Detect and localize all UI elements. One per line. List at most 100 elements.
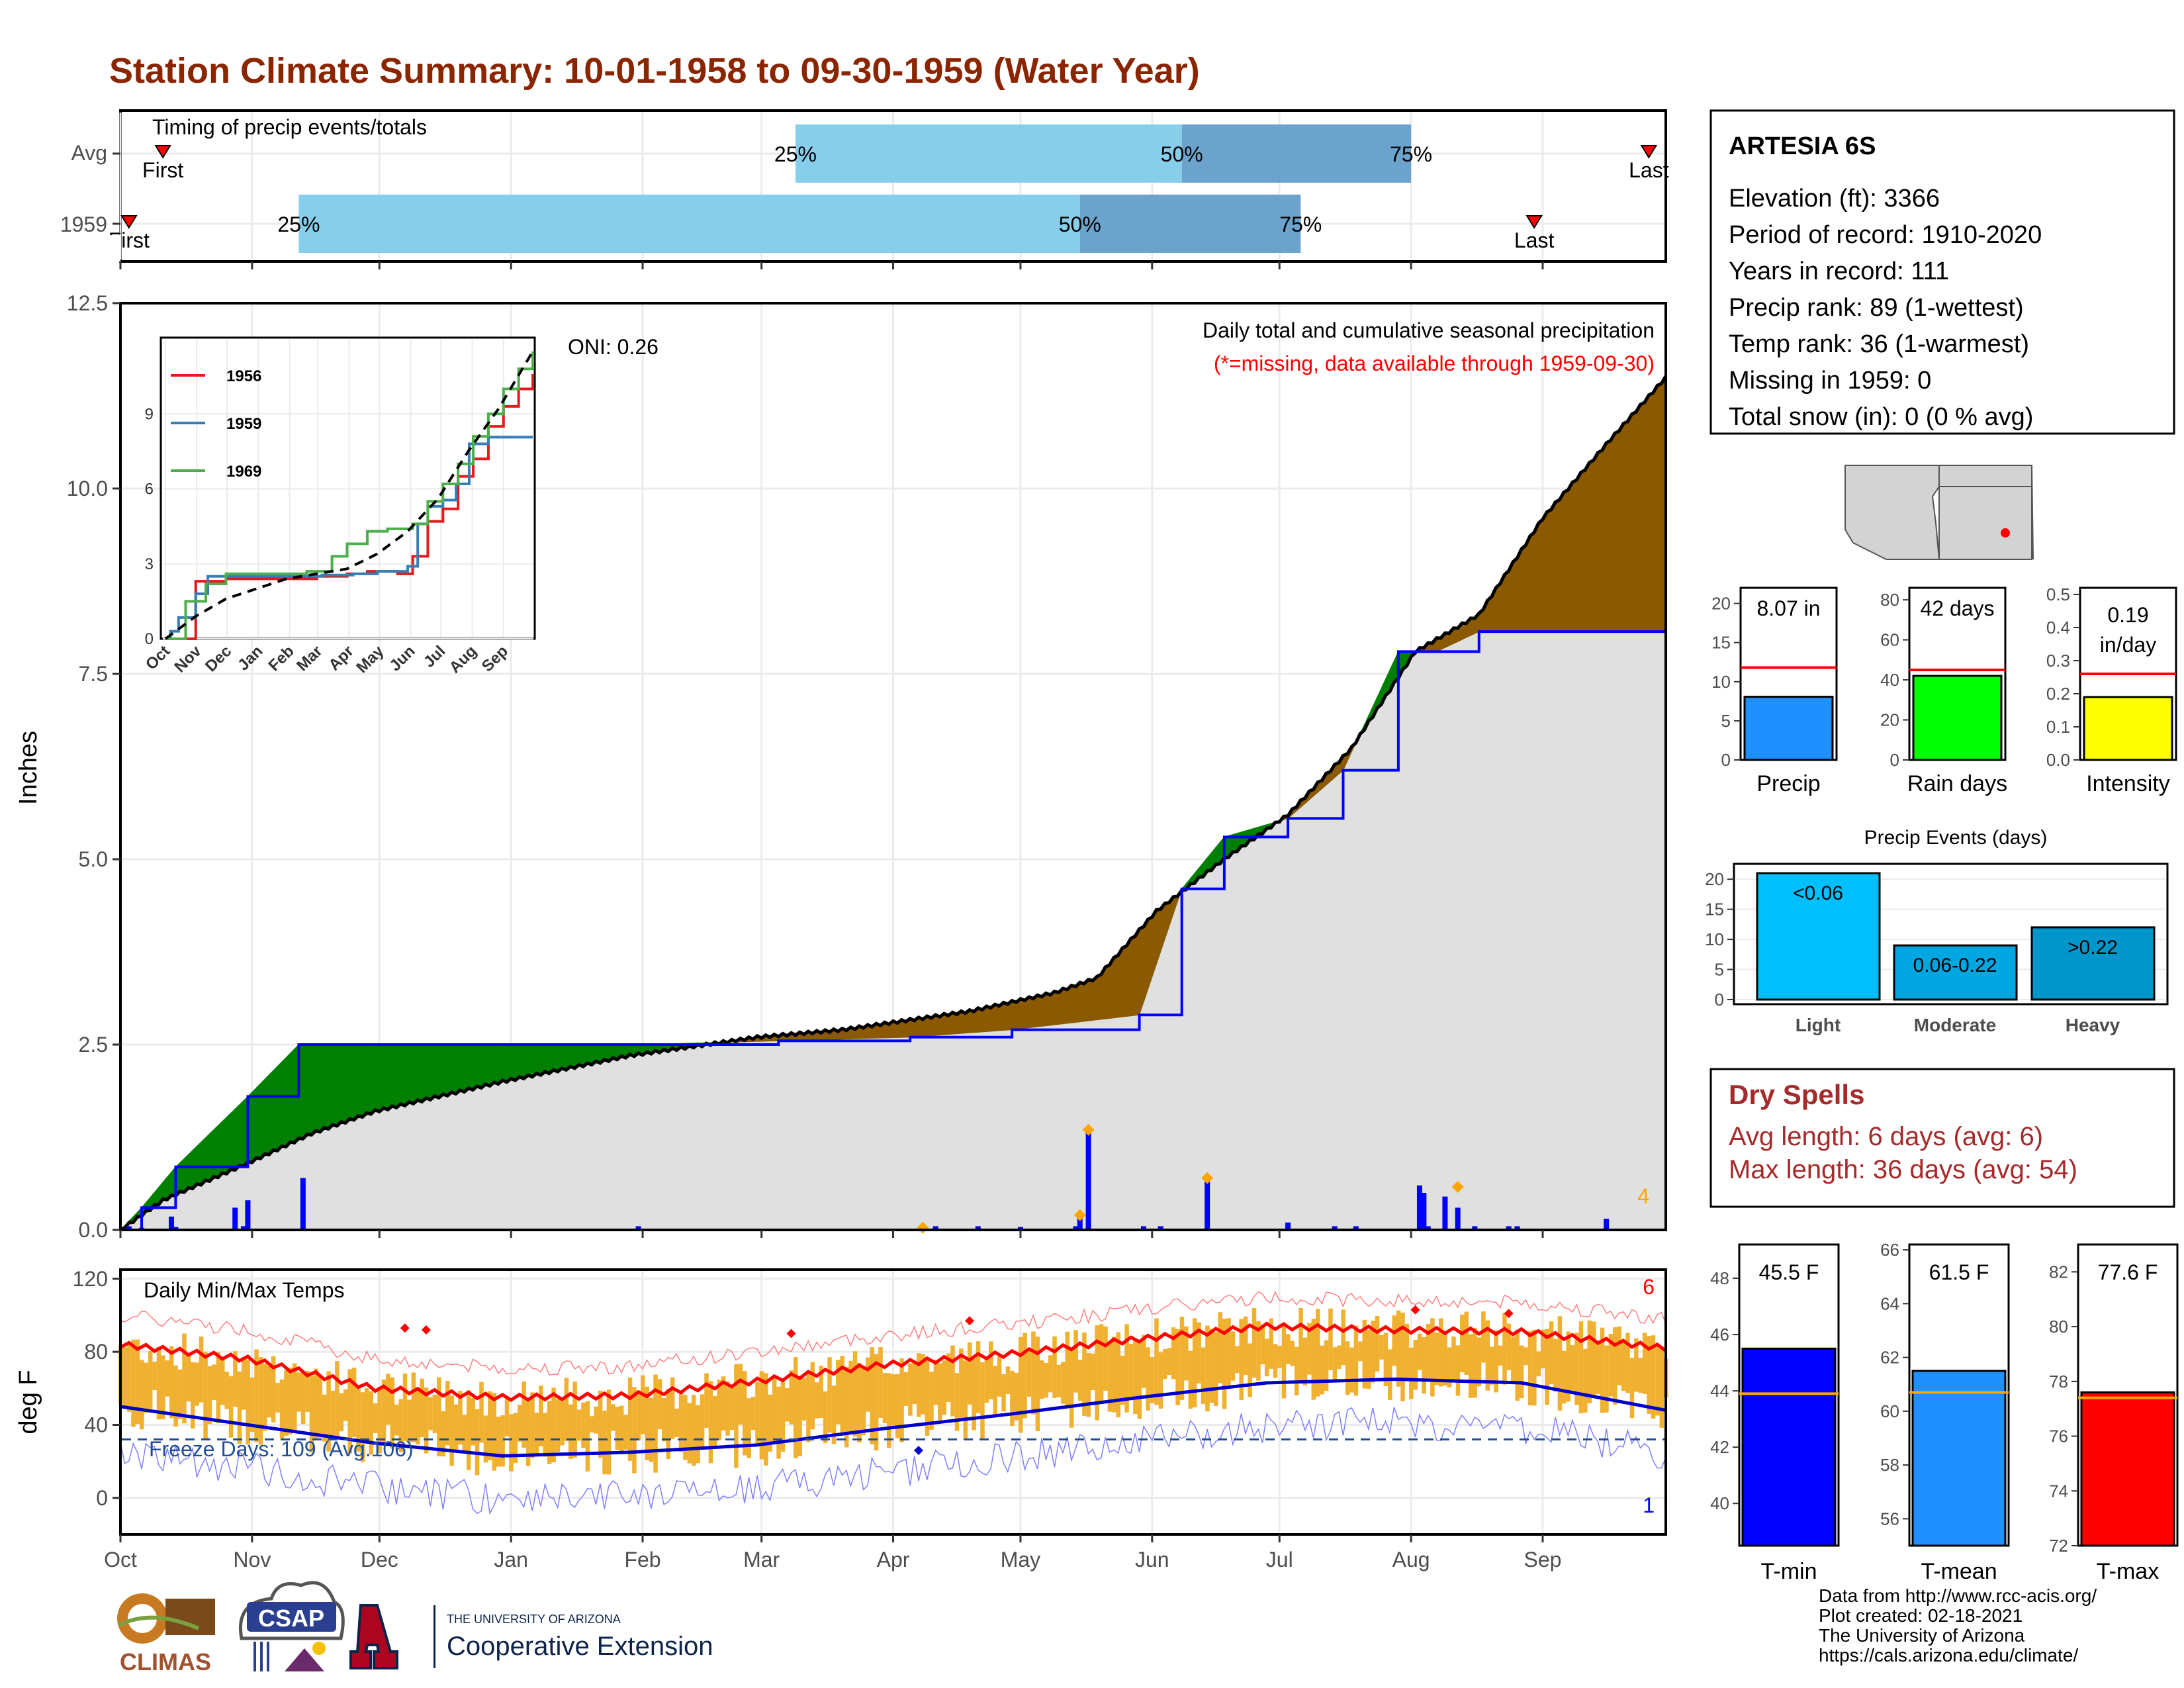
- daily-temp-bar: [989, 1341, 993, 1399]
- daily-temp-bar: [250, 1378, 255, 1432]
- credit-line: Data from http://www.rcc-acis.org/: [1819, 1585, 2097, 1606]
- daily-temp-bar: [1298, 1307, 1303, 1382]
- daily-temp-bar: [1430, 1318, 1435, 1397]
- daily-temp-bar: [649, 1397, 654, 1462]
- daily-temp-bar: [1040, 1360, 1044, 1399]
- daily-temp-bar: [144, 1362, 148, 1413]
- daily-temp-bar: [424, 1387, 429, 1454]
- daily-temp-bar: [530, 1392, 535, 1458]
- mini-bar-precip: 0 5 10 15 20 8.07 in Precip: [1711, 586, 1838, 796]
- daily-temp-bar: [1031, 1331, 1036, 1415]
- wy1959-cumulative-line: [120, 630, 1666, 1231]
- daily-temp-bar: [488, 1391, 492, 1461]
- events-tick-label: 15: [1705, 900, 1724, 919]
- daily-temp-bar: [279, 1379, 285, 1438]
- daily-temp-bar: [810, 1362, 815, 1430]
- temp-bar-t-mean: 56 58 60 62 64 66 61.5 F T-mean: [1880, 1240, 2010, 1584]
- daily-temp-bar: [878, 1346, 883, 1418]
- daily-temp-bar: [462, 1415, 467, 1453]
- mini-bar-tick-label: 20: [1711, 594, 1731, 614]
- daily-temp-bar: [1010, 1370, 1015, 1427]
- daily-temp-bar: [1566, 1331, 1570, 1402]
- daily-temp-bar: [411, 1372, 416, 1442]
- precip-ytick-label: 2.5: [79, 1033, 108, 1056]
- daily-temp-bar: [696, 1405, 700, 1464]
- timing-pct-label: 25%: [277, 212, 320, 236]
- temp-bar-tick-label: 58: [1880, 1455, 1899, 1475]
- timing-bar-25-50: [298, 195, 1080, 253]
- daily-temp-bar: [1524, 1347, 1528, 1366]
- record-max-line: [120, 1290, 1666, 1376]
- daily-temp-bar: [725, 1381, 730, 1436]
- daily-temp-bar: [1651, 1335, 1656, 1419]
- daily-temp-bar: [1634, 1338, 1639, 1392]
- daily-temp-bar: [1328, 1308, 1333, 1370]
- daily-temp-bar: [551, 1387, 556, 1463]
- daily-temp-bar: [339, 1393, 344, 1432]
- daily-temp-bar: [1545, 1329, 1549, 1405]
- daily-temp-bar: [645, 1386, 649, 1460]
- ua-logo-line1: THE UNIVERSITY OF ARIZONA: [447, 1613, 621, 1626]
- month-label: Jun: [1135, 1548, 1169, 1571]
- daily-temp-bar: [1023, 1333, 1027, 1419]
- oni-label: ONI: 0.26: [568, 335, 659, 359]
- daily-temp-bar: [318, 1376, 322, 1438]
- daily-temp-bar: [539, 1385, 543, 1446]
- daily-temp-bar: [1434, 1333, 1439, 1385]
- daily-temp-bar: [1273, 1344, 1278, 1378]
- daily-temp-bar: [1502, 1313, 1507, 1385]
- daily-temp-bar: [369, 1391, 373, 1455]
- daily-temp-bar: [496, 1417, 501, 1467]
- daily-temp-bar: [1578, 1321, 1584, 1414]
- daily-temp-bar: [1179, 1317, 1185, 1401]
- daily-temp-bar: [1553, 1338, 1558, 1392]
- daily-temp-bar: [216, 1352, 221, 1423]
- daily-temp-bar: [793, 1357, 798, 1458]
- daily-precip-bar: [1506, 1226, 1512, 1230]
- daily-temp-bar: [126, 1342, 132, 1412]
- daily-temp-bar: [309, 1376, 314, 1453]
- daily-temp-bar: [1574, 1333, 1579, 1405]
- timing-row-1959-label: 1959: [60, 212, 107, 236]
- month-label: Jan: [494, 1548, 528, 1571]
- daily-temp-bar: [386, 1374, 390, 1425]
- daily-temp-bar: [1642, 1333, 1647, 1394]
- daily-temp-bar: [632, 1387, 637, 1474]
- precip-event-bar-moderate: [1893, 944, 2018, 1001]
- daily-temp-bar: [1133, 1339, 1138, 1415]
- daily-temp-bar: [611, 1404, 615, 1431]
- credit-line: Plot created: 02-18-2021: [1819, 1605, 2023, 1626]
- daily-temp-bar: [1112, 1336, 1116, 1413]
- precip-ytick-label: 10.0: [67, 477, 108, 500]
- daily-temp-bar: [615, 1407, 620, 1450]
- mini-bar-value-label: 42 days: [1920, 596, 1994, 620]
- daily-temp-bar: [296, 1372, 301, 1412]
- daily-temp-bar: [619, 1405, 624, 1454]
- timing-edge-mask: [109, 235, 120, 261]
- daily-temp-bar: [432, 1394, 437, 1433]
- precip-event-bar-light: [1756, 872, 1881, 1001]
- daily-precip-bar: [1472, 1226, 1478, 1230]
- timing-pct-label: 50%: [1161, 142, 1203, 166]
- daily-temp-bar: [1375, 1315, 1380, 1372]
- inset-ytick-label: 9: [145, 405, 154, 423]
- daily-temp-bar: [861, 1368, 866, 1436]
- daily-temp-bar: [1604, 1345, 1609, 1413]
- daily-temp-bar: [1124, 1324, 1129, 1413]
- daily-temp-bar: [848, 1360, 853, 1432]
- daily-temp-bar: [1120, 1355, 1125, 1405]
- temperature-summary-bars: 40 42 44 46 48 45.5 F T-min 56 58 60 62 64 66 61.5 F T…: [1710, 1240, 2179, 1584]
- daily-temp-bar: [1235, 1346, 1240, 1374]
- timing-pct-label: 75%: [1279, 212, 1322, 236]
- daily-temp-bar: [233, 1351, 238, 1407]
- events-tick-label: 10: [1705, 929, 1724, 949]
- ua-logo-line2: Cooperative Extension: [447, 1632, 713, 1661]
- daily-temp-bar: [335, 1361, 340, 1437]
- credit-line: https://cals.arizona.edu/climate/: [1819, 1645, 2078, 1665]
- daily-temp-bar: [1201, 1347, 1206, 1405]
- daily-temp-bar: [288, 1368, 293, 1434]
- daily-temp-bar: [692, 1395, 696, 1466]
- daily-temp-bar: [1583, 1348, 1588, 1413]
- credits: Data from http://www.rcc-acis.org/ Plot …: [1819, 1585, 2097, 1665]
- precip-ylabel: Inches: [15, 731, 42, 805]
